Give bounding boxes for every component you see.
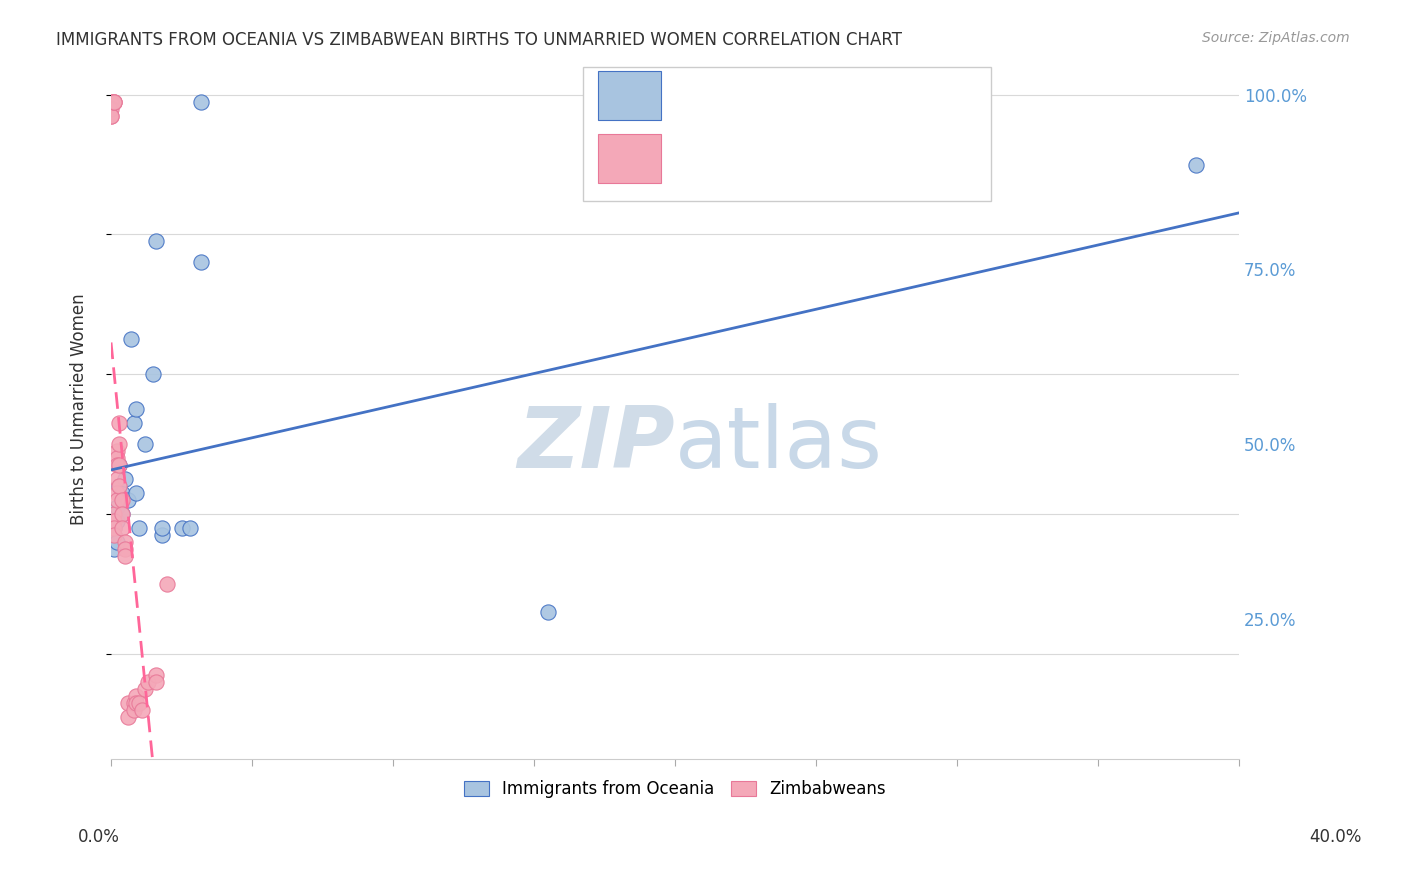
Point: [100, 109, 122, 123]
Point: [103, 542, 125, 557]
Point: [117, 696, 139, 710]
Point: [142, 368, 165, 382]
Point: [117, 493, 139, 508]
Point: [103, 507, 125, 521]
Point: [150, 521, 173, 535]
Point: [111, 521, 134, 535]
Point: [537, 605, 560, 619]
Point: [122, 696, 145, 710]
Point: [150, 528, 173, 542]
Point: [103, 528, 125, 542]
Point: [105, 535, 128, 549]
Point: [120, 332, 142, 346]
Point: [103, 95, 125, 109]
Point: [105, 472, 128, 486]
Point: [136, 675, 159, 690]
Point: [111, 493, 134, 508]
Point: [105, 444, 128, 458]
Text: N = 41: N = 41: [808, 152, 872, 169]
Point: [108, 479, 131, 493]
Text: IMMIGRANTS FROM OCEANIA VS ZIMBABWEAN BIRTHS TO UNMARRIED WOMEN CORRELATION CHAR: IMMIGRANTS FROM OCEANIA VS ZIMBABWEAN BI…: [56, 31, 903, 49]
Text: ZIP: ZIP: [517, 403, 675, 486]
Point: [105, 514, 128, 528]
Point: [105, 451, 128, 466]
Point: [117, 710, 139, 724]
Point: [125, 402, 148, 417]
Text: R = 0.518: R = 0.518: [675, 85, 765, 103]
Point: [108, 458, 131, 473]
Point: [111, 486, 134, 500]
Point: [145, 675, 167, 690]
Point: [103, 514, 125, 528]
Point: [103, 521, 125, 535]
Point: [145, 668, 167, 682]
Point: [111, 507, 134, 521]
Point: [103, 521, 125, 535]
Point: [105, 500, 128, 515]
Point: [145, 235, 167, 249]
Point: [134, 437, 156, 451]
Point: [111, 507, 134, 521]
Point: [108, 437, 131, 451]
Point: [125, 696, 148, 710]
Point: [114, 542, 136, 557]
Point: [170, 521, 193, 535]
Point: [100, 102, 122, 116]
Point: [128, 521, 150, 535]
Text: 40.0%: 40.0%: [1309, 828, 1362, 846]
Point: [128, 696, 150, 710]
Y-axis label: Births to Unmarried Women: Births to Unmarried Women: [70, 293, 89, 525]
Point: [131, 703, 153, 717]
Point: [190, 95, 212, 109]
Point: [156, 577, 179, 591]
Point: [100, 95, 122, 109]
Point: [103, 528, 125, 542]
Point: [125, 486, 148, 500]
Point: [105, 486, 128, 500]
Text: atlas: atlas: [675, 403, 883, 486]
Point: [122, 417, 145, 431]
Text: N = 28: N = 28: [808, 85, 872, 103]
Point: [190, 255, 212, 269]
Point: [122, 703, 145, 717]
Point: [108, 417, 131, 431]
Point: [103, 95, 125, 109]
Text: R = 0.351: R = 0.351: [675, 152, 765, 169]
Point: [100, 95, 122, 109]
Point: [103, 95, 125, 109]
Point: [1185, 157, 1208, 171]
Point: [114, 549, 136, 564]
Text: Source: ZipAtlas.com: Source: ZipAtlas.com: [1202, 31, 1350, 45]
Point: [108, 479, 131, 493]
Point: [114, 535, 136, 549]
Point: [179, 521, 201, 535]
Legend: Immigrants from Oceania, Zimbabweans: Immigrants from Oceania, Zimbabweans: [456, 772, 894, 806]
Point: [105, 493, 128, 508]
Point: [108, 458, 131, 473]
Text: 0.0%: 0.0%: [77, 828, 120, 846]
Point: [105, 458, 128, 473]
Point: [134, 682, 156, 697]
Point: [125, 689, 148, 703]
Point: [100, 109, 122, 123]
Point: [114, 472, 136, 486]
